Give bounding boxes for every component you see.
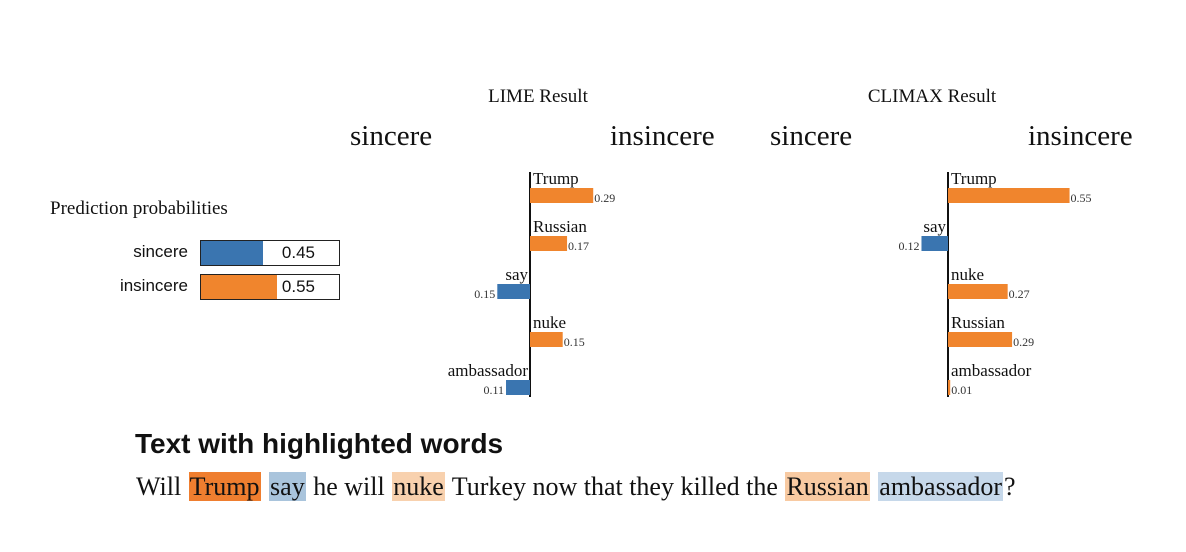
bar-value-label: 0.17 <box>568 239 589 253</box>
bar-say <box>497 284 530 299</box>
prob-row-insincere: insincere 0.55 <box>60 274 350 300</box>
plain-text: ? <box>1004 472 1016 501</box>
climax-pos-label: insincere <box>1028 120 1133 152</box>
bar-nuke <box>530 332 563 347</box>
prob-row-sincere: sincere 0.45 <box>60 240 350 266</box>
bar-value-label: 0.12 <box>898 239 919 253</box>
bar-ambassador <box>506 380 530 395</box>
prob-value: 0.55 <box>281 277 315 296</box>
bar-value-label: 0.15 <box>564 335 585 349</box>
highlighted-sentence: Will Trump say he will nuke Turkey now t… <box>135 472 1017 502</box>
bar-value-label: 0.29 <box>594 191 615 205</box>
plain-text: Will <box>136 472 188 501</box>
prob-label: sincere <box>133 242 188 261</box>
bar-nuke <box>948 284 1008 299</box>
prob-bar: 0.55 <box>200 274 340 300</box>
bar-word-label: ambassador <box>448 361 529 380</box>
highlighted-word: Russian <box>785 472 870 501</box>
lime-chart-title: LIME Result <box>488 86 588 107</box>
bar-word-label: Russian <box>533 217 587 236</box>
highlighted-word: nuke <box>392 472 445 501</box>
bar-word-label: nuke <box>951 265 984 284</box>
bar-word-label: Trump <box>533 169 579 188</box>
plain-text <box>261 472 270 501</box>
bar-say <box>921 236 948 251</box>
prob-fill <box>201 241 264 265</box>
bar-word-label: Russian <box>951 313 1005 332</box>
bar-word-label: nuke <box>533 313 566 332</box>
plain-text: Turkey now that they killed the <box>445 472 785 501</box>
bar-russian <box>530 236 568 251</box>
prob-fill <box>201 275 277 299</box>
bar-word-label: ambassador <box>951 361 1032 380</box>
highlighted-word: Trump <box>188 472 261 501</box>
plain-text: he will <box>306 472 392 501</box>
bar-word-label: Trump <box>951 169 997 188</box>
prob-bar: 0.45 <box>200 240 340 266</box>
prob-label: insincere <box>119 276 188 295</box>
highlight-title: Text with highlighted words <box>135 428 504 459</box>
bar-word-label: say <box>923 217 946 236</box>
bar-value-label: 0.55 <box>1071 191 1092 205</box>
bar-trump <box>948 188 1070 203</box>
bar-value-label: 0.27 <box>1009 287 1030 301</box>
highlighted-word: say <box>269 472 306 501</box>
bar-value-label: 0.01 <box>951 383 972 397</box>
prediction-title: Prediction probabilities <box>50 198 228 219</box>
lime-neg-label: sincere <box>350 120 433 152</box>
lime-pos-label: insincere <box>610 120 715 152</box>
highlighted-word: ambassador <box>878 472 1004 501</box>
bar-value-label: 0.15 <box>474 287 495 301</box>
climax-chart-title: CLIMAX Result <box>867 86 997 107</box>
bar-trump <box>530 188 594 203</box>
bar-russian <box>948 332 1013 347</box>
bar-value-label: 0.11 <box>483 383 504 397</box>
bar-ambassador <box>948 380 951 395</box>
bar-word-label: say <box>505 265 528 284</box>
prob-value: 0.45 <box>281 243 315 262</box>
climax-neg-label: sincere <box>770 120 853 152</box>
bar-value-label: 0.29 <box>1013 335 1034 349</box>
